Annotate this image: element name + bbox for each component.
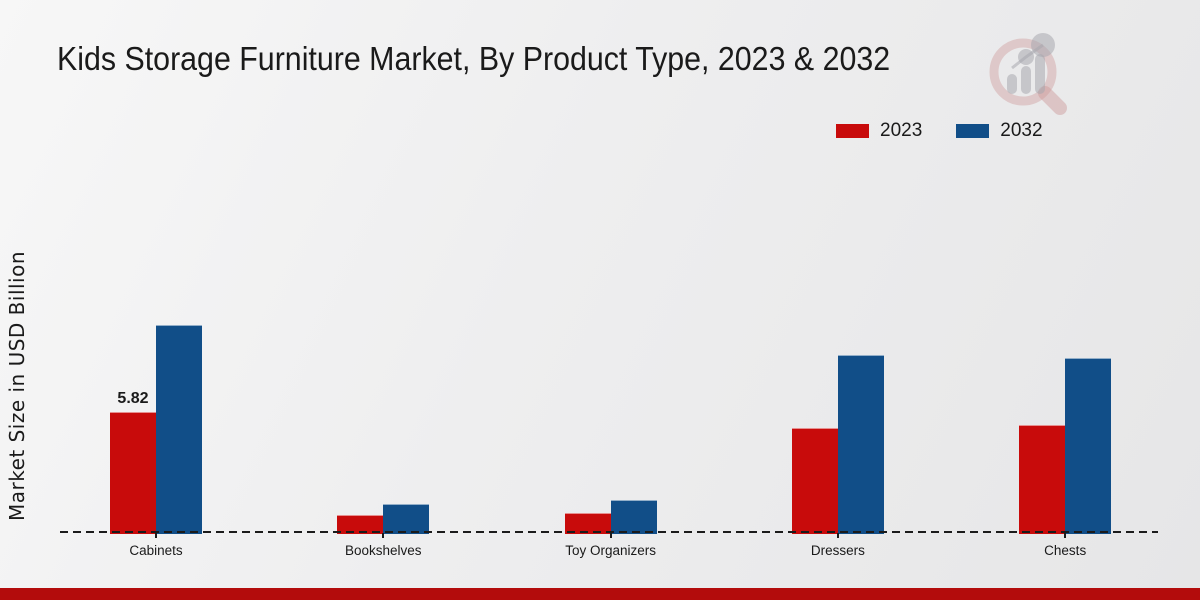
- bar-2023-dressers: [791, 427, 838, 534]
- bar-2032-cabinets: [156, 324, 202, 534]
- market-research-logo-icon: [983, 20, 1078, 120]
- x-axis-tick: [609, 533, 612, 538]
- x-axis-tick: [1064, 533, 1067, 538]
- x-axis-tick: [836, 533, 839, 538]
- legend-label: 2023: [880, 120, 923, 141]
- bar-2023-toy-organizers: [564, 513, 611, 534]
- legend: 2023 2032: [836, 120, 1043, 142]
- x-axis-category-label: Chests: [1044, 543, 1087, 558]
- x-axis-tick: [155, 533, 157, 538]
- legend-item-2023: 2023: [836, 120, 922, 142]
- x-axis-category-label: Dressers: [810, 543, 865, 558]
- chart-title: Kids Storage Furniture Market, By Produc…: [57, 40, 891, 77]
- legend-item-2032: 2032: [956, 120, 1043, 142]
- legend-swatch-icon: [836, 124, 869, 138]
- bar-2032-dressers: [837, 354, 884, 534]
- x-axis-tick: [382, 533, 385, 538]
- footer-accent-band: [0, 588, 1200, 600]
- zero-baseline-dashed: [60, 531, 1158, 533]
- bar-value-label: 5.82: [117, 389, 149, 407]
- x-axis-category-label: Bookshelves: [345, 543, 422, 558]
- x-axis-category-label: Cabinets: [129, 543, 183, 558]
- legend-label: 2032: [1000, 120, 1043, 141]
- bar-2032-toy-organizers: [610, 499, 657, 534]
- legend-swatch-icon: [956, 124, 990, 138]
- bar-2032-bookshelves: [383, 503, 430, 534]
- bar-2032-chests: [1065, 357, 1112, 534]
- x-axis-category-label: Toy Organizers: [565, 543, 656, 558]
- bar-2023-chests: [1019, 424, 1066, 534]
- bar-2023-cabinets: [110, 411, 156, 534]
- bar-2023-bookshelves: [337, 515, 384, 534]
